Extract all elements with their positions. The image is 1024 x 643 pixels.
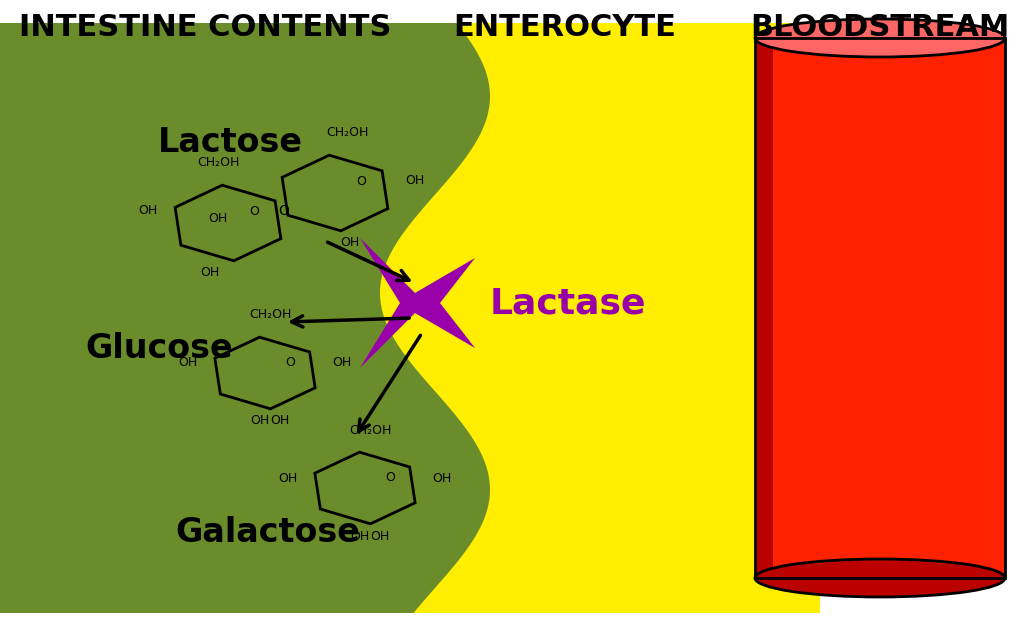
Text: OH: OH	[350, 529, 370, 543]
Bar	[755, 38, 1005, 578]
Text: Lactase: Lactase	[490, 286, 646, 320]
Text: OH: OH	[371, 529, 389, 543]
Text: O: O	[385, 471, 394, 484]
Text: OH: OH	[138, 204, 158, 217]
Polygon shape	[360, 238, 475, 368]
Text: OH: OH	[270, 415, 290, 428]
Text: OH: OH	[432, 471, 452, 484]
Text: CH₂OH: CH₂OH	[349, 424, 391, 437]
Polygon shape	[0, 23, 490, 613]
Text: CH₂OH: CH₂OH	[249, 309, 291, 322]
Text: O: O	[285, 356, 295, 368]
Text: Galactose: Galactose	[175, 516, 359, 550]
Bar	[0, 23, 820, 613]
Text: BLOODSTREAM: BLOODSTREAM	[751, 14, 1010, 42]
Text: O: O	[249, 205, 259, 218]
Ellipse shape	[755, 19, 1005, 57]
Text: INTESTINE CONTENTS: INTESTINE CONTENTS	[18, 14, 391, 42]
Bar	[755, 38, 1005, 578]
Text: O: O	[279, 204, 290, 218]
Text: OH: OH	[406, 174, 425, 188]
Text: OH: OH	[208, 212, 227, 224]
Text: OH: OH	[340, 237, 359, 249]
Text: OH: OH	[279, 471, 298, 484]
Text: CH₂OH: CH₂OH	[326, 127, 369, 140]
Bar	[755, 38, 773, 578]
Text: OH: OH	[178, 356, 198, 370]
Text: OH: OH	[251, 415, 269, 428]
Text: Glucose: Glucose	[85, 332, 232, 365]
Text: OH: OH	[201, 266, 219, 280]
Text: CH₂OH: CH₂OH	[197, 156, 240, 170]
Text: ENTEROCYTE: ENTEROCYTE	[454, 14, 677, 42]
Ellipse shape	[755, 559, 1005, 597]
Text: O: O	[356, 175, 366, 188]
Text: Lactose: Lactose	[158, 127, 303, 159]
Text: OH: OH	[333, 356, 351, 370]
